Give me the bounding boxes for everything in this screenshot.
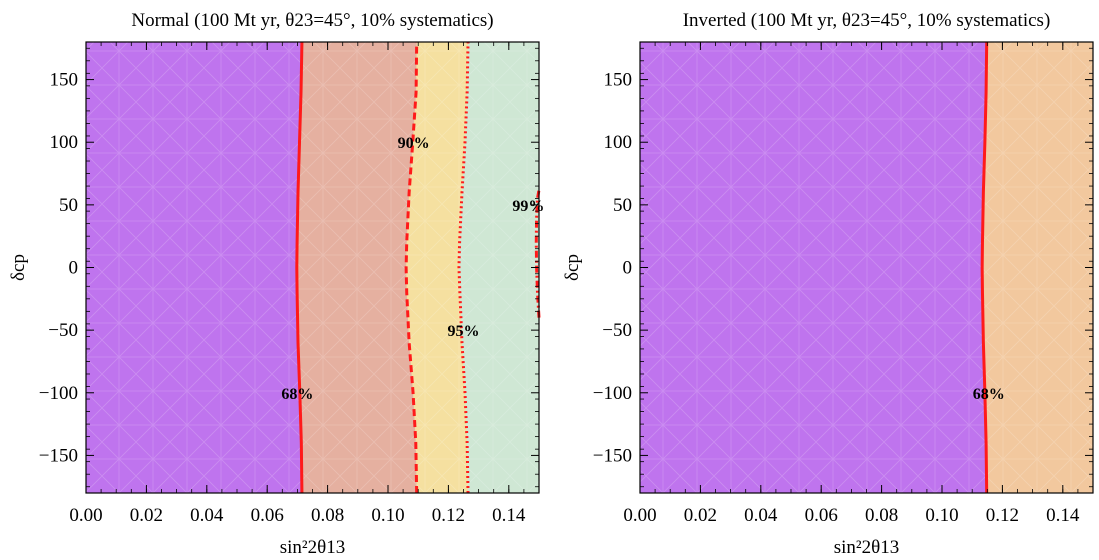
x-tick-label: 0.14 bbox=[492, 505, 526, 526]
x-tick-label: 0.12 bbox=[986, 505, 1019, 526]
y-tick-label: −50 bbox=[48, 320, 78, 341]
chart-title: Inverted (100 Mt yr, θ23=45°, 10% system… bbox=[683, 10, 1051, 31]
panel-2: 68% 0.00 0.02 0.04 0.06 0.08 0.10 0.12 0.14 −150 −… bbox=[562, 10, 1094, 558]
contour-line bbox=[534, 189, 541, 318]
y-axis-label: δcp bbox=[8, 254, 29, 281]
y-tick-label: −100 bbox=[593, 383, 632, 404]
x-tick-label: 0.02 bbox=[130, 505, 163, 526]
x-tick-label: 0.10 bbox=[371, 505, 404, 526]
y-tick-label: −150 bbox=[39, 445, 78, 466]
contour-line bbox=[980, 41, 989, 494]
y-tick-label: −50 bbox=[602, 320, 632, 341]
contour-line bbox=[295, 41, 304, 494]
x-tick-label: 0.00 bbox=[623, 505, 656, 526]
x-tick-label: 0.06 bbox=[805, 505, 838, 526]
y-tick-label: −100 bbox=[39, 383, 78, 404]
x-tick-label: 0.14 bbox=[1046, 505, 1080, 526]
x-tick-label: 0.10 bbox=[925, 505, 958, 526]
contour-label: 68% bbox=[973, 386, 1005, 403]
y-tick-label: 50 bbox=[613, 195, 632, 216]
panel-1: 68% 90% 95% 99% 0.00 0.02 0.04 0.06 0.08 0.10 0.12… bbox=[8, 10, 544, 558]
contour-line bbox=[404, 41, 419, 494]
contour-label: 95% bbox=[448, 323, 480, 340]
x-tick-label: 0.00 bbox=[69, 505, 102, 526]
x-tick-label: 0.04 bbox=[190, 505, 224, 526]
x-axis-label: sin²2θ13 bbox=[834, 537, 899, 558]
y-tick-label: 100 bbox=[604, 132, 633, 153]
hatch-overlay bbox=[86, 42, 539, 493]
y-tick-label: 150 bbox=[604, 70, 633, 91]
contour-label: 99% bbox=[512, 198, 544, 215]
y-tick-label: 0 bbox=[69, 258, 79, 279]
y-tick-label: −150 bbox=[593, 445, 632, 466]
x-tick-label: 0.12 bbox=[432, 505, 465, 526]
x-tick-label: 0.08 bbox=[311, 505, 344, 526]
hatch-overlay bbox=[640, 42, 1093, 493]
y-tick-label: 0 bbox=[623, 258, 633, 279]
x-tick-label: 0.06 bbox=[251, 505, 284, 526]
x-tick-label: 0.08 bbox=[865, 505, 898, 526]
y-tick-label: 100 bbox=[50, 132, 79, 153]
y-axis-label: δcp bbox=[562, 254, 583, 281]
x-axis-label: sin²2θ13 bbox=[280, 537, 345, 558]
x-tick-label: 0.04 bbox=[744, 505, 778, 526]
chart-title: Normal (100 Mt yr, θ23=45°, 10% systemat… bbox=[131, 10, 493, 31]
y-tick-label: 50 bbox=[59, 195, 78, 216]
contour-label: 90% bbox=[398, 135, 430, 152]
contour-line bbox=[457, 41, 470, 494]
y-tick-label: 150 bbox=[50, 70, 79, 91]
x-tick-label: 0.02 bbox=[684, 505, 717, 526]
contour-label: 68% bbox=[281, 386, 313, 403]
